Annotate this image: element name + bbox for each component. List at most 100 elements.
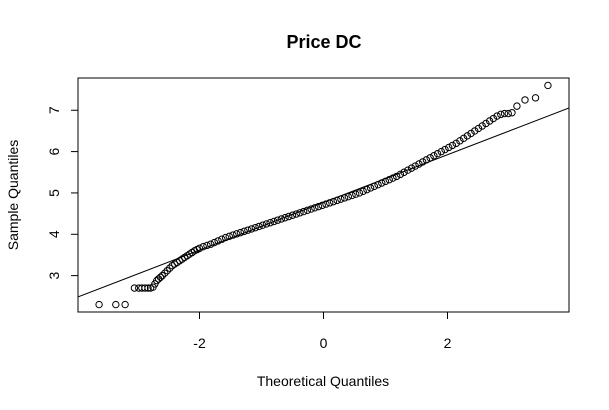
y-tick-label: 7 <box>46 106 62 114</box>
data-point <box>456 137 464 145</box>
data-point <box>407 164 416 172</box>
data-point <box>337 195 345 203</box>
data-point <box>489 114 498 123</box>
data-point <box>344 192 352 201</box>
data-point <box>141 284 149 292</box>
data-point <box>352 190 360 198</box>
data-point <box>363 185 371 194</box>
data-point <box>370 182 379 191</box>
data-point <box>513 102 521 110</box>
data-point <box>485 117 494 125</box>
data-point <box>422 156 431 164</box>
data-point <box>314 202 323 211</box>
data-point <box>285 212 293 221</box>
data-point <box>500 109 509 118</box>
data-point <box>251 223 260 232</box>
data-point <box>404 166 412 174</box>
data-point <box>229 231 237 239</box>
data-point <box>374 180 382 189</box>
data-point <box>433 149 442 158</box>
data-point <box>195 244 204 253</box>
data-point <box>210 238 219 247</box>
data-point <box>531 94 540 102</box>
data-point <box>504 109 512 118</box>
data-point <box>452 139 460 148</box>
data-point <box>221 233 230 242</box>
data-point <box>521 96 529 104</box>
data-point <box>493 112 501 120</box>
data-point <box>121 300 129 309</box>
data-point <box>340 194 349 202</box>
data-point <box>288 211 297 219</box>
data-point <box>322 200 330 208</box>
data-point <box>381 177 390 186</box>
data-point <box>112 300 120 309</box>
data-point <box>161 269 169 277</box>
x-axis-label: Theoretical Quantiles <box>257 373 389 389</box>
data-point <box>448 141 457 150</box>
data-point <box>270 217 278 226</box>
data-point <box>415 160 423 168</box>
data-point <box>247 225 256 233</box>
data-point <box>156 273 165 281</box>
data-point <box>497 110 505 119</box>
data-point <box>299 207 308 216</box>
data-point <box>240 227 248 236</box>
data-point <box>225 232 233 241</box>
data-point <box>392 172 401 181</box>
data-point <box>255 222 263 231</box>
data-point <box>348 191 356 200</box>
data-point <box>259 221 267 229</box>
data-point <box>437 147 445 156</box>
data-point <box>482 119 490 128</box>
data-point <box>359 187 367 195</box>
x-axis: -2 0 2 <box>193 311 452 351</box>
data-point <box>318 201 326 210</box>
data-point <box>262 220 271 228</box>
data-point <box>303 206 312 214</box>
data-point <box>385 176 393 184</box>
data-point <box>418 158 427 166</box>
data-point <box>471 127 479 135</box>
data-point <box>296 209 304 217</box>
data-point <box>378 179 386 187</box>
data-point <box>199 242 207 251</box>
data-point <box>441 145 449 154</box>
data-point <box>400 168 408 176</box>
chart-title: Price DC <box>286 32 361 52</box>
data-point <box>203 241 211 250</box>
y-tick-label: 6 <box>46 147 62 155</box>
data-point <box>329 197 338 206</box>
data-point <box>508 109 516 117</box>
data-point <box>311 204 319 212</box>
data-point <box>233 230 241 238</box>
data-point <box>544 81 552 90</box>
data-point <box>214 237 222 245</box>
data-point <box>396 170 405 179</box>
data-point <box>463 132 472 140</box>
data-point <box>411 162 419 170</box>
data-point <box>218 235 226 243</box>
data-point <box>292 210 300 218</box>
x-tick-label: -2 <box>193 335 206 351</box>
data-point <box>273 216 282 224</box>
x-tick-label: 0 <box>320 335 328 351</box>
y-tick-label: 4 <box>46 230 62 238</box>
data-point <box>166 264 174 272</box>
data-point <box>95 300 103 309</box>
data-point <box>467 129 475 138</box>
data-point <box>206 240 215 248</box>
data-point <box>144 284 152 292</box>
data-point <box>459 134 468 143</box>
data-points <box>95 81 552 309</box>
data-point <box>445 143 453 152</box>
data-point <box>307 205 315 213</box>
data-point <box>389 174 397 182</box>
data-point <box>236 228 245 237</box>
data-point <box>244 226 252 234</box>
data-point <box>163 266 171 275</box>
y-axis: 3 4 5 6 7 <box>46 106 79 280</box>
x-tick-label: 2 <box>444 335 452 351</box>
data-point <box>474 124 483 133</box>
